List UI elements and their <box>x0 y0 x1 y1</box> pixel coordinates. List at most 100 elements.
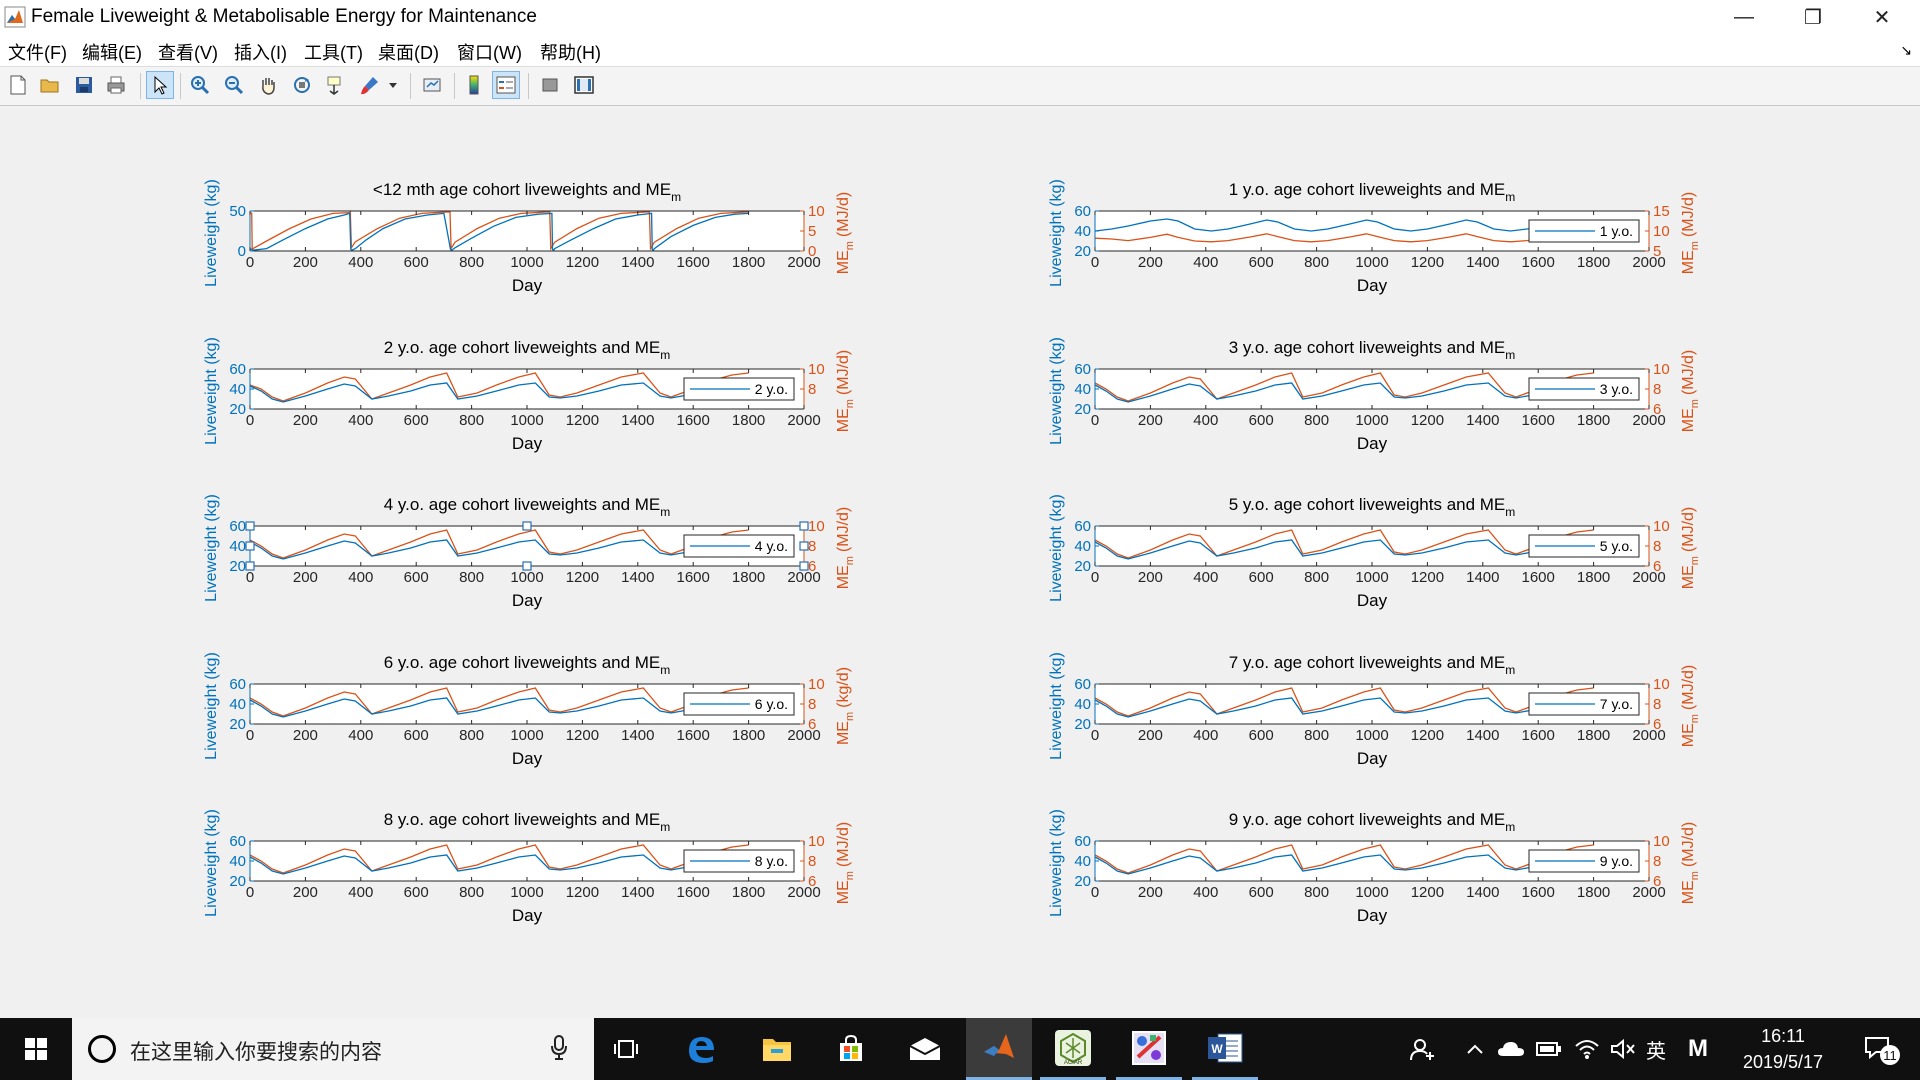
legend-box[interactable]: 8 y.o. <box>683 849 795 873</box>
liveweight-series-line <box>1094 696 1594 718</box>
brush-icon[interactable] <box>356 71 384 99</box>
window-titlebar[interactable]: Female Liveweight & Metabolisable Energy… <box>0 0 1920 34</box>
legend-box[interactable]: 1 y.o. <box>1528 219 1640 243</box>
battery-icon[interactable] <box>1532 1018 1566 1080</box>
chart-title-main: 2 y.o. age cohort liveweights and ME <box>384 338 661 357</box>
x-tick-label: 0 <box>246 412 254 429</box>
chart-title-subscript: m <box>1505 820 1515 834</box>
colorbar-icon[interactable] <box>460 71 488 99</box>
chart-panel: 0 200 400 600 800 1000 1200 1400 1600 1800 2000 20 4… <box>1048 337 1701 453</box>
menu-tools[interactable]: 工具(T) <box>304 43 363 63</box>
task-view-icon[interactable] <box>594 1018 660 1080</box>
menu-help[interactable]: 帮助(H) <box>540 43 601 63</box>
menu-file[interactable]: 文件(F) <box>8 43 67 63</box>
x-tick-label: 1800 <box>732 412 765 429</box>
onedrive-cloud-icon[interactable] <box>1494 1018 1528 1080</box>
x-axis-label: Day <box>1357 591 1388 610</box>
restore-button[interactable]: ❐ <box>1804 6 1822 29</box>
chart-panel: 0 200 400 600 800 1000 1200 1400 1600 1800 2000 20 4… <box>1048 494 1701 610</box>
mail-icon[interactable] <box>892 1018 958 1080</box>
edit-plot-arrow-icon[interactable] <box>146 71 174 99</box>
legend-box[interactable]: 3 y.o. <box>1528 377 1640 401</box>
ime-mode-indicator[interactable]: M <box>1688 1035 1708 1062</box>
x-tick-label: 2000 <box>787 884 820 901</box>
right-y-tick-label: 8 <box>1653 538 1661 555</box>
right-y-label-unit: (kg/d) <box>835 667 852 708</box>
hide-plot-tools-icon[interactable] <box>536 71 564 99</box>
open-file-icon[interactable] <box>36 71 64 99</box>
brush-dropdown-icon[interactable] <box>386 71 400 99</box>
zoom-in-icon[interactable] <box>186 71 214 99</box>
chart-title-main: 7 y.o. age cohort liveweights and ME <box>1229 653 1506 672</box>
svg-text:W: W <box>1211 1042 1223 1056</box>
x-tick-label: 1600 <box>1522 884 1555 901</box>
x-axis-label: Day <box>1357 434 1388 453</box>
people-icon[interactable] <box>1400 1018 1444 1080</box>
file-explorer-icon[interactable] <box>744 1018 810 1080</box>
legend-box[interactable]: 9 y.o. <box>1528 849 1640 873</box>
menu-window[interactable]: 窗口(W) <box>457 43 522 63</box>
aciar-icon[interactable]: ACIAR <box>1040 1018 1106 1080</box>
print-icon[interactable] <box>102 71 130 99</box>
show-plot-tools-icon[interactable] <box>570 71 598 99</box>
x-axis-label: Day <box>1357 906 1388 925</box>
right-y-label-main: ME <box>1680 408 1697 432</box>
menu-insert[interactable]: 插入(I) <box>234 43 287 63</box>
x-tick-label: 1000 <box>510 884 543 901</box>
save-icon[interactable] <box>70 71 98 99</box>
legend-entry: 1 y.o. <box>1600 223 1633 239</box>
microphone-icon[interactable] <box>550 1034 568 1062</box>
legend-entry: 4 y.o. <box>755 538 788 554</box>
right-y-label-subscript: m <box>1689 241 1701 250</box>
chart-title: 8 y.o. age cohort liveweights and MEm <box>384 810 671 834</box>
x-tick-label: 600 <box>404 254 429 271</box>
cortana-icon[interactable] <box>88 1035 116 1063</box>
search-placeholder[interactable]: 在这里输入你要搜索的内容 <box>130 1041 382 1064</box>
legend-box[interactable]: 6 y.o. <box>683 692 795 716</box>
left-y-tick-label: 20 <box>1074 401 1091 418</box>
legend-icon[interactable] <box>492 71 520 99</box>
figure-canvas[interactable]: 0 200 400 600 800 1000 1200 1400 1600 1800 2000 0 50… <box>0 106 1920 1018</box>
legend-box[interactable]: 7 y.o. <box>1528 692 1640 716</box>
figure-plots[interactable]: 0 200 400 600 800 1000 1200 1400 1600 1800 2000050… <box>0 106 1920 1018</box>
volume-muted-icon[interactable] <box>1606 1018 1640 1080</box>
x-tick-label: 1000 <box>510 412 543 429</box>
edge-icon[interactable] <box>668 1018 734 1080</box>
start-button[interactable] <box>0 1018 72 1080</box>
ime-language-indicator[interactable]: 英 <box>1646 1040 1666 1063</box>
x-tick-label: 1600 <box>1522 412 1555 429</box>
wifi-icon[interactable] <box>1570 1018 1604 1080</box>
legend-box[interactable]: 2 y.o. <box>683 377 795 401</box>
show-hidden-icons-chevron-icon[interactable] <box>1460 1018 1490 1080</box>
paint-app-icon[interactable] <box>1116 1018 1182 1080</box>
x-tick-label: 1200 <box>566 412 599 429</box>
right-y-tick-label: 10 <box>808 833 825 850</box>
rotate-3d-icon[interactable] <box>288 71 316 99</box>
store-icon[interactable] <box>818 1018 884 1080</box>
taskbar-search-box[interactable]: 在这里输入你要搜索的内容 <box>72 1018 594 1080</box>
x-tick-label: 1400 <box>621 884 654 901</box>
right-y-axis-label: MEm (MJ/d) <box>1680 350 1701 433</box>
chart-title-subscript: m <box>660 663 670 677</box>
matlab-icon[interactable] <box>966 1018 1032 1080</box>
zoom-out-icon[interactable] <box>220 71 248 99</box>
dock-arrow-icon[interactable]: ↘ <box>1900 42 1912 58</box>
legend-box[interactable]: 4 y.o. <box>683 534 795 558</box>
close-button[interactable]: ✕ <box>1873 6 1891 29</box>
minimize-button[interactable]: — <box>1734 5 1754 28</box>
menu-desktop[interactable]: 桌面(D) <box>378 43 439 63</box>
link-plot-icon[interactable] <box>418 71 446 99</box>
pan-hand-icon[interactable] <box>254 71 282 99</box>
me-series-line <box>250 209 749 251</box>
menu-view[interactable]: 查看(V) <box>158 43 218 63</box>
taskbar-clock[interactable]: 16:11 2019/5/17 <box>1715 1018 1851 1080</box>
action-center-icon[interactable]: 11 <box>1852 1018 1912 1080</box>
chart-panel: 0 200 400 600 800 1000 1200 1400 1600 1800 2000 20 4… <box>203 809 856 925</box>
word-icon[interactable]: W <box>1192 1018 1258 1080</box>
legend-box[interactable]: 5 y.o. <box>1528 534 1640 558</box>
menu-edit[interactable]: 编辑(E) <box>82 43 142 63</box>
data-cursor-icon[interactable] <box>322 71 350 99</box>
chart-panel: 0 200 400 600 800 1000 1200 1400 1600 1800 2000 20 4… <box>203 494 856 610</box>
new-figure-icon[interactable] <box>4 71 32 99</box>
x-tick-label: 800 <box>459 412 484 429</box>
